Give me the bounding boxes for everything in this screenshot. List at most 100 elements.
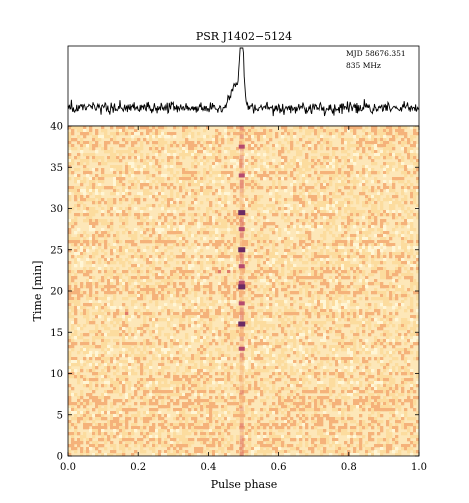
x-tick-label: 1.0 bbox=[411, 462, 427, 473]
pulse-cell bbox=[239, 187, 244, 193]
annotation-frequency: 835 MHz bbox=[346, 61, 381, 70]
y-axis-label: Time [min] bbox=[31, 261, 44, 322]
strong-pulse bbox=[238, 321, 246, 327]
bright-pulse bbox=[238, 173, 245, 178]
x-tick-label: 0.8 bbox=[341, 462, 357, 473]
pulse-cell bbox=[239, 241, 244, 246]
pulse-cell bbox=[239, 311, 244, 317]
waterfall-heatmap bbox=[68, 126, 419, 456]
y-tick-label: 40 bbox=[50, 122, 63, 133]
pulse-cell bbox=[239, 328, 244, 333]
pulse-cell bbox=[239, 385, 244, 391]
pulse-cell bbox=[239, 216, 244, 222]
pulse-cell bbox=[239, 179, 244, 185]
bright-pulse bbox=[238, 227, 245, 232]
strong-pulse bbox=[238, 210, 246, 216]
pulse-cell bbox=[239, 332, 244, 337]
y-axis: 0 5 10 15 20 25 30 35 40 bbox=[50, 122, 419, 463]
pulse-cell bbox=[239, 233, 244, 238]
y-tick-label: 5 bbox=[57, 410, 63, 421]
pulse-cell bbox=[239, 220, 244, 226]
bright-pulse bbox=[238, 301, 245, 306]
pulse-cell bbox=[239, 130, 244, 135]
pulse-cell bbox=[239, 394, 244, 399]
pulse-cell bbox=[239, 175, 244, 180]
pulse-cell bbox=[239, 150, 244, 156]
pulse-cell bbox=[239, 303, 244, 308]
pulse-cell bbox=[239, 348, 244, 354]
pulse-cell bbox=[239, 204, 244, 209]
pulse-cell bbox=[239, 159, 244, 164]
pulse-cell bbox=[239, 315, 244, 321]
pulse-cell bbox=[239, 192, 244, 197]
bright-pulse bbox=[238, 346, 245, 351]
pulse-cell bbox=[239, 291, 244, 296]
x-tick-label: 0.2 bbox=[130, 462, 146, 473]
pulse-cell bbox=[239, 439, 244, 444]
pulse-cell bbox=[239, 447, 244, 453]
pulse-cell bbox=[239, 352, 244, 358]
y-tick-label: 35 bbox=[50, 163, 63, 174]
pulse-cell bbox=[239, 126, 244, 131]
y-tick-label: 30 bbox=[50, 204, 63, 215]
x-tick-label: 0.0 bbox=[60, 462, 76, 473]
annotation-mjd: MJD 58676.351 bbox=[346, 49, 406, 58]
y-tick-label: 25 bbox=[50, 245, 63, 256]
pulse-cell bbox=[239, 167, 244, 172]
bright-pulse bbox=[238, 144, 245, 149]
pulse-cell bbox=[239, 377, 244, 383]
pulse-cell bbox=[239, 423, 244, 428]
y-tick-label: 20 bbox=[50, 287, 63, 298]
profile-panel: MJD 58676.351 835 MHz bbox=[67, 45, 420, 127]
pulse-cell bbox=[239, 402, 244, 407]
x-axis-label: Pulse phase bbox=[211, 478, 278, 491]
bright-pulse bbox=[238, 264, 245, 269]
pulse-cell bbox=[239, 427, 244, 432]
x-tick-label: 0.6 bbox=[271, 462, 287, 473]
pulse-cell bbox=[239, 134, 244, 139]
pulse-cell bbox=[239, 200, 244, 205]
strong-pulse bbox=[238, 284, 246, 290]
strong-pulse bbox=[238, 247, 246, 253]
pulse-cell bbox=[239, 183, 244, 189]
pulse-cell bbox=[239, 451, 244, 456]
pulse-cell bbox=[239, 307, 244, 312]
pulse-cell bbox=[239, 237, 244, 242]
y-tick-label: 10 bbox=[50, 369, 63, 380]
pulse-cell bbox=[239, 381, 244, 387]
pulse-track bbox=[238, 126, 246, 456]
pulse-cell bbox=[239, 390, 244, 395]
x-tick-label: 0.4 bbox=[200, 462, 216, 473]
pulse-cell bbox=[239, 365, 244, 370]
y-tick-label: 15 bbox=[50, 328, 63, 339]
pulse-cell bbox=[239, 270, 244, 275]
pulse-cell bbox=[239, 138, 244, 143]
pulse-cell bbox=[239, 340, 244, 345]
pulse-cell bbox=[239, 336, 244, 341]
y-tick-label: 0 bbox=[57, 452, 63, 463]
pulse-cell bbox=[239, 373, 244, 378]
pulse-cell bbox=[239, 295, 244, 300]
pulse-cell bbox=[239, 369, 244, 374]
pulse-profile-line bbox=[67, 47, 420, 117]
pulse-cell bbox=[239, 443, 244, 449]
pulse-cell bbox=[239, 414, 244, 420]
pulse-cell bbox=[239, 361, 244, 366]
pulse-cell bbox=[239, 357, 244, 362]
pulse-cell bbox=[239, 406, 244, 411]
pulse-cell bbox=[239, 196, 244, 201]
pulse-cell bbox=[239, 418, 244, 424]
pulse-cell bbox=[239, 146, 244, 152]
chart-title: PSR J1402−5124 bbox=[196, 30, 292, 43]
pulse-cell bbox=[239, 398, 244, 403]
pulse-cell bbox=[239, 435, 244, 440]
bright-pulse bbox=[238, 280, 245, 285]
pulse-cell bbox=[239, 410, 244, 416]
pulse-cell bbox=[239, 163, 244, 168]
pulse-cell bbox=[239, 253, 244, 259]
waterfall-panel bbox=[67, 125, 420, 457]
x-axis: 0.0 0.2 0.4 0.6 0.8 1.0 bbox=[60, 126, 427, 473]
pulse-cell bbox=[239, 431, 244, 436]
pulse-cell bbox=[239, 229, 244, 234]
